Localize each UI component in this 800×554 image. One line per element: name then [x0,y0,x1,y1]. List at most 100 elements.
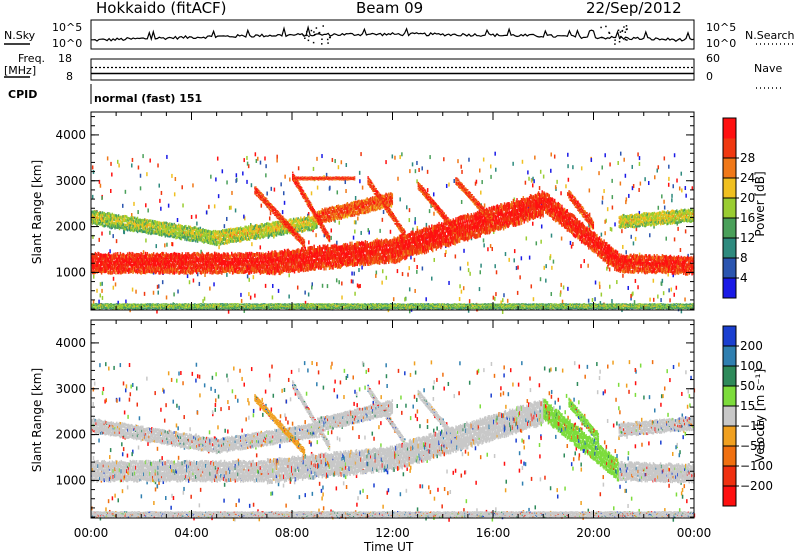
power-noise-point [125,300,127,304]
power-noise-point [247,162,249,166]
power-noise-point [282,210,284,214]
power-noise-point [298,166,300,170]
power-noise-point [495,292,497,296]
power-noise-point [215,177,217,181]
power-noise-point [414,258,416,262]
power-noise-point [402,272,404,276]
power-noise-point [415,169,417,173]
power-noise-point [173,292,175,296]
power-noise-point [224,224,226,228]
power-noise-point [404,297,406,301]
power-noise-point [551,266,553,270]
nsearch-dot [313,42,315,44]
power-noise-point [540,170,542,174]
power-noise-point [674,237,676,241]
power-noise-point [168,204,170,208]
nsearch-dot [614,43,616,45]
power-noise-point [304,291,306,295]
power-noise-point [251,183,253,187]
nsearch-dot [609,32,611,34]
nsearch-dot [626,39,628,41]
power-noise-point [663,291,665,295]
power-noise-point [543,266,545,270]
power-noise-point [368,228,370,232]
power-noise-point [100,184,102,188]
power-noise-point [512,162,514,166]
power-noise-point [606,267,608,271]
power-noise-point [617,161,619,165]
power-noise-point [189,280,191,284]
power-noise-point [514,249,516,253]
nsearch-dot [308,40,310,42]
power-noise-point [443,157,445,161]
power-noise-point [218,245,220,249]
power-noise-point [231,191,233,195]
power-noise-point [214,204,216,208]
power-noise-point [383,210,385,214]
power-noise-point [561,237,563,241]
power-noise-point [490,164,492,168]
power-noise-point [217,157,219,161]
power-noise-point [246,156,248,160]
power-noise-point [415,217,417,221]
nsearch-dot [303,34,305,36]
power-noise-point [397,269,399,273]
power-noise-point [341,281,343,285]
power-noise-point [625,200,627,204]
power-noise-point [507,299,509,303]
nsearch-dot [626,25,628,27]
power-noise-point [360,231,362,235]
power-noise-point [551,234,553,238]
power-noise-point [250,296,252,300]
power-noise-point [422,266,424,270]
plot-canvas: 1000200030004000481216202428100020003000… [0,0,800,554]
power-noise-point [427,170,429,174]
power-noise-point [149,159,151,163]
power-noise-point [182,203,184,207]
power-noise-point [676,179,678,183]
power-noise-point [621,229,623,233]
power-noise-point [667,272,669,276]
power-noise-point [311,285,313,289]
nsearch-dot [318,32,320,34]
power-noise-point [327,284,329,288]
power-noise-point [607,207,609,211]
power-noise-point [553,260,555,264]
power-noise-point [208,205,210,209]
power-noise-point [648,181,650,185]
power-noise-point [166,155,168,159]
power-noise-point [297,286,299,290]
power-noise-point [601,165,603,169]
power-noise-point [111,173,113,177]
power-noise-point [681,188,683,192]
power-noise-point [657,295,659,299]
nsearch-dot [614,39,616,41]
nsearch-dot [329,37,331,39]
power-noise-point [313,167,315,171]
power-noise-point [588,299,590,303]
power-noise-point [604,220,606,224]
power-noise-point [157,291,159,295]
power-noise-point [513,258,515,262]
power-noise-point [479,169,481,173]
power-noise-point [668,165,670,169]
power-noise-point [571,245,573,249]
power-noise-point [587,264,589,268]
power-noise-point [317,186,319,190]
power-noise-point [359,171,361,175]
power-noise-point [334,159,336,163]
power-noise-point [429,155,431,159]
power-noise-point [158,184,160,188]
power-noise-point [620,182,622,186]
power-noise-point [351,279,353,283]
nsearch-dot [601,37,603,39]
nsearch-dot [304,37,306,39]
power-noise-point [601,293,603,297]
power-noise-point [461,200,463,204]
power-noise-point [353,236,355,240]
power-noise-point [210,175,212,179]
power-noise-point [204,297,206,301]
power-noise-point [110,189,112,193]
power-noise-point [409,218,411,222]
power-noise-point [457,159,459,163]
